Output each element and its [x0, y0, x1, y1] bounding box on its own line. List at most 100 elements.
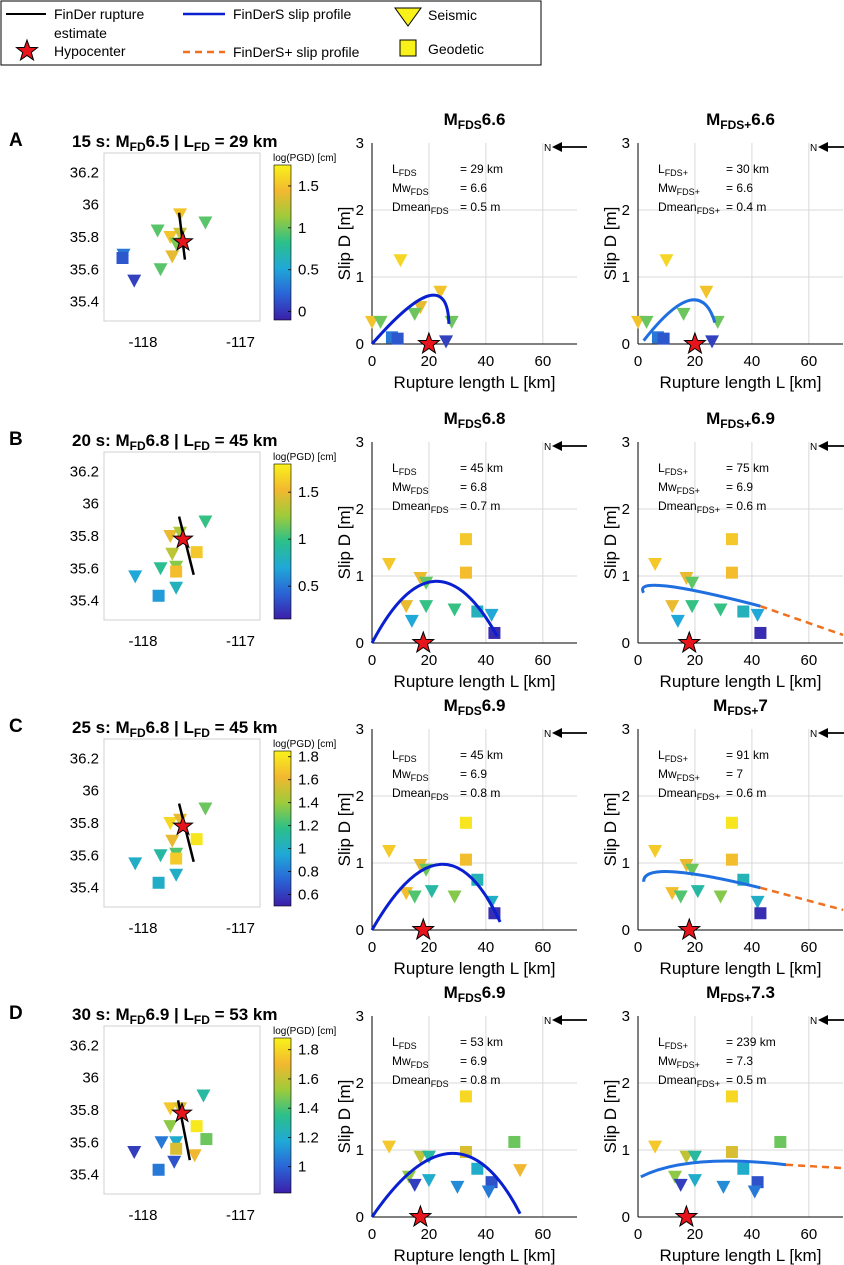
y-tick-label: 0 — [356, 635, 364, 652]
legend-finder-label: FinDer rupture — [54, 6, 144, 22]
info-value: = 7 — [726, 767, 743, 781]
info-label-subscript: FDS+ — [677, 773, 700, 783]
slip-station-seismic-marker — [750, 895, 765, 909]
x-tick-label: 60 — [800, 353, 817, 370]
map-station-seismic-marker — [169, 868, 184, 882]
map-title-subscript: FD — [130, 140, 146, 154]
legend-seismic-label: Seismic — [428, 7, 477, 23]
slip-station-geodetic-marker — [774, 1135, 787, 1148]
panel-row-A: A 15 s: MFD6.5 | LFD = 29 km36.23635.835.… — [9, 110, 844, 392]
map-lon-tick: -118 — [129, 633, 158, 650]
map-station-seismic-marker — [128, 570, 143, 584]
map-station-seismic-marker — [163, 530, 178, 543]
map-station-geodetic-marker — [152, 589, 165, 602]
slip-title-part: 6.9 — [482, 696, 506, 715]
panel-letter-B: B — [9, 429, 23, 450]
x-tick-label: 40 — [744, 652, 761, 669]
x-tick-label: 40 — [744, 1226, 761, 1243]
slip-station-seismic-marker — [747, 1185, 762, 1199]
info-label-main: Mw — [392, 1054, 411, 1068]
x-tick-label: 60 — [534, 939, 551, 956]
x-tick-label: 20 — [687, 939, 704, 956]
slip-station-geodetic-marker — [657, 332, 670, 345]
slip-station-seismic-marker — [444, 315, 459, 329]
x-tick-label: 0 — [634, 652, 642, 669]
info-label-main: Dmean — [392, 499, 431, 513]
slip-title-subscript: FDS — [458, 704, 482, 718]
y-tick-label: 0 — [622, 635, 630, 652]
x-tick-label: 20 — [421, 1226, 438, 1243]
slip-station-seismic-marker — [699, 285, 714, 299]
legend-geodetic-label: Geodetic — [428, 41, 484, 57]
map-lat-tick: 36 — [82, 1070, 99, 1087]
map-station-seismic-marker — [127, 1146, 142, 1159]
info-label-subscript: FDS — [431, 206, 449, 216]
info-value: = 239 km — [726, 1035, 776, 1049]
info-label-main: Mw — [392, 767, 411, 781]
info-value: = 0.5 m — [460, 200, 500, 214]
colorbar — [273, 463, 292, 620]
colorbar-tick-label: 1.8 — [298, 1042, 319, 1059]
slip-station-seismic-marker — [670, 614, 685, 628]
slip-station-seismic-marker — [407, 307, 422, 321]
panel-letter-D: D — [9, 1003, 23, 1024]
y-tick-label: 0 — [356, 336, 364, 353]
slip-station-seismic-marker — [382, 1140, 397, 1154]
x-tick-label: 0 — [368, 652, 376, 669]
slip-station-seismic-marker — [713, 890, 728, 904]
info-label-subscript: FDS+ — [665, 754, 688, 764]
info-value: = 91 km — [726, 748, 769, 762]
y-tick-label: 2 — [622, 1075, 630, 1092]
map-title: 20 s: MFD6.8 | LFD = 45 km — [72, 431, 277, 453]
map-lat-tick: 36.2 — [70, 164, 99, 181]
slip-station-seismic-marker — [433, 285, 448, 299]
slip-hypocenter-star-icon — [674, 1204, 699, 1228]
info-value: = 53 km — [460, 1035, 503, 1049]
info-value: = 0.6 m — [726, 786, 766, 800]
map-title-part: 15 s: M — [72, 132, 130, 151]
x-tick-label: 20 — [687, 353, 704, 370]
map-title-subscript: FD — [194, 726, 210, 740]
north-arrow-icon — [552, 728, 562, 738]
slip-station-geodetic-marker — [737, 1162, 750, 1175]
info-value: = 0.6 m — [726, 499, 766, 513]
slip-panel-title: MFDS+6.6 — [706, 110, 775, 132]
slip-station-seismic-marker — [484, 608, 499, 622]
info-label: MwFDS+ — [658, 181, 700, 197]
slip-station-seismic-marker — [447, 890, 462, 904]
slip-station-geodetic-marker — [725, 853, 738, 866]
x-axis-label: Rupture length L [km] — [394, 373, 556, 392]
info-value: = 6.9 — [726, 480, 753, 494]
x-axis-label: Rupture length L [km] — [394, 672, 556, 691]
slip-panel-title: MFDS+7 — [713, 696, 768, 718]
map-station-seismic-marker — [165, 834, 180, 848]
panel-letter-A: A — [9, 130, 23, 151]
map-lon-tick: -118 — [129, 334, 158, 351]
colorbar-tick-label: 1.6 — [298, 772, 319, 789]
slip-station-seismic-marker — [419, 600, 434, 614]
info-label: LFDS — [392, 162, 417, 178]
slip-title-subscript: FDS — [458, 417, 482, 431]
y-tick-label: 3 — [622, 135, 630, 152]
finderplus-slip-curve — [641, 583, 761, 608]
north-label: N — [544, 442, 551, 453]
info-label-main: Mw — [392, 480, 411, 494]
legend-seismic-triangle-icon — [394, 7, 422, 27]
info-label-subscript: FDS — [431, 1079, 449, 1089]
finders-slip-panel: 0 20 40 60 0 1 2 3 Rupture length L [km] Slip D [… — [335, 110, 587, 392]
slip-title-part: M — [444, 983, 458, 1002]
slip-station-seismic-marker — [404, 614, 419, 628]
slip-title-part: M — [706, 110, 720, 129]
map-station-seismic-marker — [165, 250, 180, 264]
colorbar-tick-label: 1.6 — [298, 1071, 319, 1088]
colorbar-title: log(PGD) [cm] — [273, 452, 337, 463]
map-station-seismic-marker — [169, 581, 184, 595]
map-station-seismic-marker — [163, 817, 178, 830]
colorbar-tick-label: 1 — [298, 1159, 306, 1176]
y-tick-label: 1 — [622, 855, 630, 872]
map-station-seismic-marker — [128, 857, 143, 871]
x-tick-label: 40 — [478, 652, 495, 669]
finders-slip-curve — [370, 293, 451, 345]
slip-station-seismic-marker — [687, 1174, 702, 1188]
finders-slip-curve — [370, 579, 499, 644]
